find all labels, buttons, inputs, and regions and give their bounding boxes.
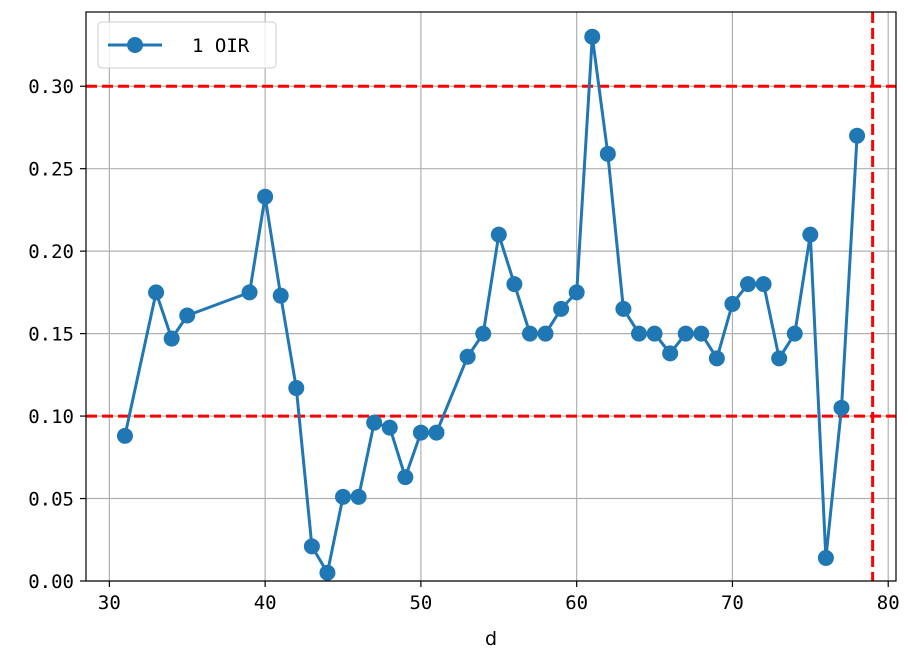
data-point [849,127,866,144]
y-tick-label: 0.25 [28,159,74,181]
y-tick-label: 0.30 [28,76,74,98]
data-point [490,226,507,243]
data-point [662,345,679,362]
data-point [833,399,850,416]
data-point [677,325,694,342]
data-point [771,350,788,367]
data-point [615,300,632,317]
data-point [319,564,336,581]
data-point [693,325,710,342]
data-point [288,380,305,397]
x-tick-label: 50 [409,592,432,614]
data-point [755,276,772,293]
data-point [335,488,352,505]
data-point [303,538,320,555]
y-tick-label: 0.15 [28,324,74,346]
x-tick-label: 60 [565,592,588,614]
x-tick-label: 70 [721,592,744,614]
y-tick-label: 0.05 [28,489,74,511]
data-point [817,549,834,566]
y-axis-ticks: 0.00 0.05 0.10 0.15 0.20 0.25 0.30 [28,76,86,593]
x-axis-ticks: 30 40 50 60 70 80 [98,581,900,614]
legend-frame [97,21,277,69]
legend-series-label: 1 OIR [192,35,250,57]
data-point [475,325,492,342]
data-point [257,188,274,205]
data-point [724,295,741,312]
data-point [786,325,803,342]
data-point [802,226,819,243]
data-point [366,414,383,431]
reference-lines [86,12,896,581]
data-point [630,325,647,342]
data-point [553,300,570,317]
x-tick-label: 80 [877,592,900,614]
data-point [241,284,258,301]
data-point [179,307,196,324]
data-point [272,287,289,304]
data-point [116,427,133,444]
y-tick-label: 0.00 [28,571,74,593]
data-point [568,284,585,301]
data-point [381,419,398,436]
data-point [350,488,367,505]
data-point [428,424,445,441]
x-tick-label: 30 [98,592,121,614]
data-point [521,325,538,342]
data-point [506,276,523,293]
data-point [599,145,616,162]
plot-frame [85,11,897,582]
data-point [148,284,165,301]
data-point [397,469,414,486]
y-tick-label: 0.20 [28,241,74,263]
data-point [708,350,725,367]
series-group [116,28,866,581]
data-point [459,348,476,365]
plot-background [86,12,896,581]
data-point [163,330,180,347]
data-point [537,325,554,342]
legend: 1 OIR [97,21,277,69]
x-tick-label: 40 [254,592,277,614]
x-axis-label: d [485,628,497,650]
y-tick-label: 0.10 [28,406,74,428]
data-point [740,276,757,293]
data-point [646,325,663,342]
legend-marker-sample [127,37,143,53]
data-point [584,28,601,45]
data-point [412,424,429,441]
